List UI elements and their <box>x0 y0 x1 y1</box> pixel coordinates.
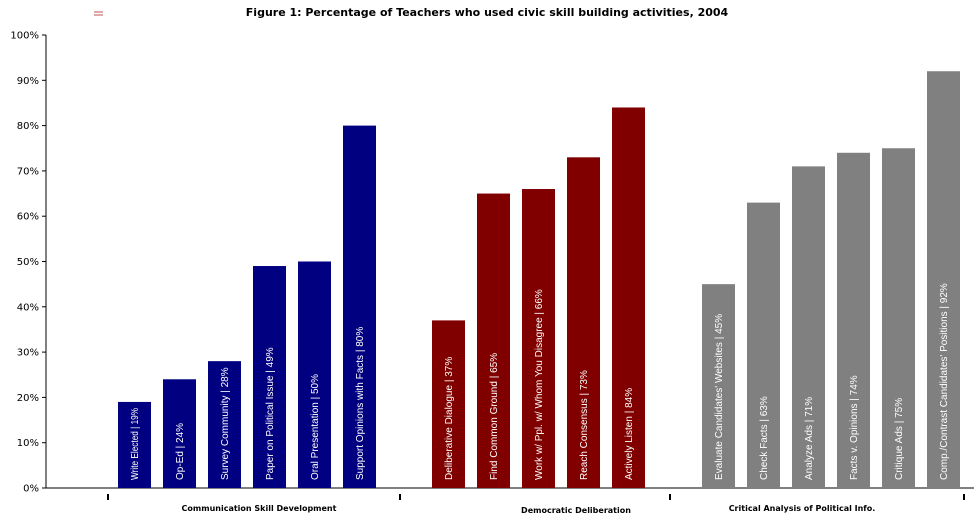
bar: Oral Presentation | 50% <box>298 261 331 488</box>
group-label: Critical Analysis of Political Info. <box>729 504 876 513</box>
bar: Reach Consensus | 73% <box>567 157 600 488</box>
bar-label: Actively Listen | 84% <box>624 388 635 480</box>
y-tick-label: 60% <box>17 212 39 223</box>
bar-rect <box>432 320 465 488</box>
bar-rect <box>747 202 780 489</box>
bar-rect <box>118 401 151 488</box>
bar-label: Oral Presentation | 50% <box>310 374 321 480</box>
bar-rect <box>927 71 960 489</box>
bar-label: Comp./Contrast Candidates' Positions | 9… <box>939 283 950 480</box>
y-tick-label: 100% <box>10 31 39 42</box>
bar: Work w/ Ppl. w/ Whom You Disagree | 66% <box>522 189 555 488</box>
bar: Comp./Contrast Candidates' Positions | 9… <box>927 71 960 489</box>
bar-label: Survey Community | 28% <box>220 367 231 480</box>
bar-label: Analyze Ads | 71% <box>804 397 815 480</box>
bars: Write Elected | 19% Op-Ed | 24% Survey Com… <box>118 71 960 489</box>
y-tick-label: 30% <box>17 348 39 359</box>
bar-rect <box>882 148 915 488</box>
bar-rect <box>567 157 600 488</box>
group-label: Communication Skill Development <box>182 504 337 513</box>
bar-rect <box>163 379 196 488</box>
bar: Critique Ads | 75% <box>882 148 915 488</box>
bar-rect <box>343 125 376 488</box>
bar: Facts v. Opinions | 74% <box>837 152 870 488</box>
bar: Check Facts | 63% <box>747 202 780 489</box>
bar-label: Facts v. Opinions | 74% <box>849 375 860 480</box>
bar: Survey Community | 28% <box>208 361 241 488</box>
bar-label: Reach Consensus | 73% <box>579 370 590 480</box>
bar-rect <box>837 152 870 488</box>
bar: Support Opinions with Facts | 80% <box>343 125 376 488</box>
bar: Analyze Ads | 71% <box>792 166 825 488</box>
bar-rect <box>522 189 555 488</box>
y-tick-label: 20% <box>17 393 39 404</box>
y-tick-label: 50% <box>17 257 39 268</box>
bar-rect <box>298 261 331 488</box>
bar-label: Write Elected | 19% <box>130 408 141 480</box>
bar-label: Deliberative Dialogue | 37% <box>444 357 455 480</box>
y-tick-label: 0% <box>23 484 39 495</box>
bar: Find Common Ground | 65% <box>477 193 510 489</box>
y-tick-label: 10% <box>17 438 39 449</box>
group-labels: Communication Skill Development Democrati… <box>182 504 876 514</box>
bar-label: Support Opinions with Facts | 80% <box>355 327 366 480</box>
bar-label: Check Facts | 63% <box>759 396 770 480</box>
bar-rect <box>612 107 645 488</box>
y-tick-label: 70% <box>17 166 39 177</box>
y-tick-label: 40% <box>17 302 39 313</box>
bar-label: Work w/ Ppl. w/ Whom You Disagree | 66% <box>534 289 545 480</box>
bar: Paper on Political Issue | 49% <box>253 266 286 488</box>
bar-rect <box>477 193 510 489</box>
bar: Actively Listen | 84% <box>612 107 645 488</box>
legend-marker <box>94 11 103 16</box>
bar: Write Elected | 19% <box>118 401 151 488</box>
bar: Deliberative Dialogue | 37% <box>432 320 465 488</box>
bar-label: Evaluate Candidates' Websites | 45% <box>714 314 725 480</box>
bar-rect <box>253 266 286 488</box>
bar-rect <box>792 166 825 488</box>
y-tick-label: 80% <box>17 121 39 132</box>
bar-label: Find Common Ground | 65% <box>489 353 500 480</box>
y-tick-label: 90% <box>17 76 39 87</box>
group-label: Democratic Deliberation <box>521 506 631 514</box>
bar-label: Critique Ads | 75% <box>894 398 905 480</box>
bar: Evaluate Candidates' Websites | 45% <box>702 284 735 488</box>
chart-title: Figure 1: Percentage of Teachers who use… <box>246 6 729 19</box>
bar-label: Op-Ed | 24% <box>175 423 186 480</box>
bar-rect <box>208 361 241 488</box>
bar: Op-Ed | 24% <box>163 379 196 488</box>
bar-rect <box>702 284 735 488</box>
bar-label: Paper on Political Issue | 49% <box>265 347 276 480</box>
